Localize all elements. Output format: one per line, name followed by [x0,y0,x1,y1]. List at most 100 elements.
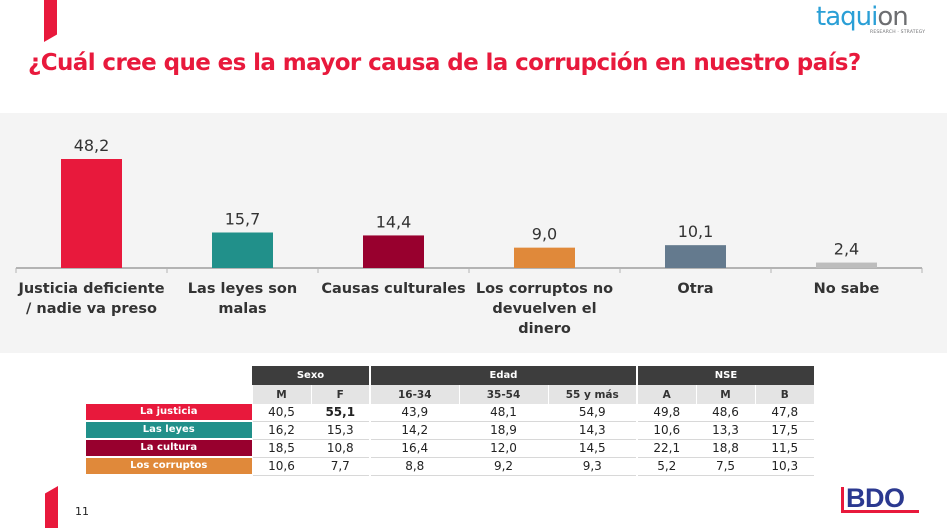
table-cell: 18,9 [458,421,548,440]
column-header: 16-34 [369,385,459,404]
taquion-logo-main: taqui [816,2,878,32]
table-cell: 48,1 [458,404,548,422]
table-cell: 14,3 [547,421,637,440]
table-row: La cultura 18,5 10,8 16,4 12,0 14,5 22,1 18,8 11… [86,439,814,458]
crosstab-corner [86,366,252,385]
table-cell: 22,1 [636,439,696,458]
table-cell: 47,8 [754,404,814,422]
table-cell: 16,4 [369,439,459,458]
crosstab-group-header-row: Sexo Edad NSE [86,366,814,385]
category-label-line: No sabe [814,281,880,297]
bdo-logo-word: BDO [846,483,905,513]
table-cell: 7,5 [695,457,755,476]
page-number: 11 [75,505,89,518]
bar [514,247,575,268]
bar [816,262,877,268]
taquion-tagline: RESEARCH · STRATEGY [870,30,926,35]
table-cell: 12,0 [458,439,548,458]
row-label: La justicia [86,404,252,422]
category-label-line: malas [218,301,266,317]
table-cell: 8,8 [369,457,459,476]
table-cell: 15,3 [310,421,370,440]
row-label: La cultura [86,439,252,458]
bar-value-label: 9,0 [532,225,557,244]
bar-value-label: 15,7 [225,209,261,228]
category-label-line: dinero [518,321,571,337]
row-label: Los corruptos [86,457,252,476]
table-cell: 40,5 [251,404,311,422]
bar [212,232,273,268]
table-row: Las leyes 16,2 15,3 14,2 18,9 14,3 10,6 13,3 17,… [86,421,814,440]
category-label-line: / nadie va preso [26,301,157,317]
bar [665,245,726,268]
category-label: Las leyes son malas [188,281,297,317]
group-header-sexo: Sexo [252,366,370,385]
taquion-logo-accent: on [877,2,908,32]
group-header-edad: Edad [369,366,637,385]
category-label-line: Las leyes son [188,281,297,297]
table-cell: 14,2 [369,421,459,440]
bar-value-label: 2,4 [834,240,859,259]
table-cell: 43,9 [369,404,459,422]
category-label: Otra [677,281,713,297]
table-cell: 48,6 [695,404,755,422]
column-header: A [636,385,696,404]
category-label: Causas culturales [321,281,465,297]
table-cell: 10,8 [310,439,370,458]
column-header: 55 y más [547,385,637,404]
chart-panel: 48,2 Justicia deficiente / nadie va preso 1… [0,113,947,353]
table-cell: 13,3 [695,421,755,440]
category-label-line: devuelven el [492,301,596,317]
bar-value-label: 10,1 [678,222,714,241]
accent-bar-bottom [45,486,58,528]
bar-value-label: 48,2 [74,136,110,155]
slide-title: ¿Cuál cree que es la mayor causa de la c… [28,50,861,76]
category-label: Justicia deficiente / nadie va preso [17,281,164,317]
column-header: M [251,385,311,404]
taquion-logo-word: taquion [816,2,909,32]
crosstab-corner-sub [86,385,252,404]
table-cell: 10,3 [754,457,814,476]
category-label-line: Otra [677,281,713,297]
table-cell: 9,2 [458,457,548,476]
category-label-line: Causas culturales [321,281,465,297]
row-label: Las leyes [86,421,252,440]
crosstab-column-header-row: M F 16-34 35-54 55 y más A M B [86,385,814,404]
category-label-line: Justicia deficiente [17,281,164,297]
bar [61,159,122,268]
table-cell: 17,5 [754,421,814,440]
column-header: F [310,385,370,404]
table-row: La justicia 40,5 55,1 43,9 48,1 54,9 49,8 48,6 4… [86,404,814,422]
table-cell: 49,8 [636,404,696,422]
bdo-logo: BDO [838,483,922,515]
column-header: 35-54 [458,385,548,404]
accent-bar-top [44,0,57,42]
group-header-nse: NSE [636,366,814,385]
table-cell: 11,5 [754,439,814,458]
crosstab-table: Sexo Edad NSE M F 16-34 35-54 55 y más A M B La j… [86,366,814,476]
column-header: M [695,385,755,404]
column-header: B [754,385,814,404]
table-cell: 18,5 [251,439,311,458]
table-cell: 10,6 [251,457,311,476]
bdo-logo-bar [841,487,844,511]
table-cell: 9,3 [547,457,637,476]
crosstab-body: La justicia 40,5 55,1 43,9 48,1 54,9 49,8 48,6 4… [86,404,814,476]
table-row: Los corruptos 10,6 7,7 8,8 9,2 9,3 5,2 7,5 10,3 [86,457,814,476]
category-label: No sabe [814,281,880,297]
table-cell: 14,5 [547,439,637,458]
bar-value-label: 14,4 [376,212,412,231]
category-label-line: Los corruptos no [476,281,613,297]
bar-chart: 48,2 Justicia deficiente / nadie va preso 1… [15,136,923,337]
table-cell: 54,9 [547,404,637,422]
taquion-logo: taquion RESEARCH · STRATEGY [812,3,932,39]
table-cell: 7,7 [310,457,370,476]
bdo-logo-underline [841,510,919,513]
table-cell: 18,8 [695,439,755,458]
table-cell: 10,6 [636,421,696,440]
category-label: Los corruptos no devuelven el dinero [476,281,613,337]
table-cell: 5,2 [636,457,696,476]
table-cell: 16,2 [251,421,311,440]
bar [363,235,424,268]
table-cell: 55,1 [310,404,370,422]
